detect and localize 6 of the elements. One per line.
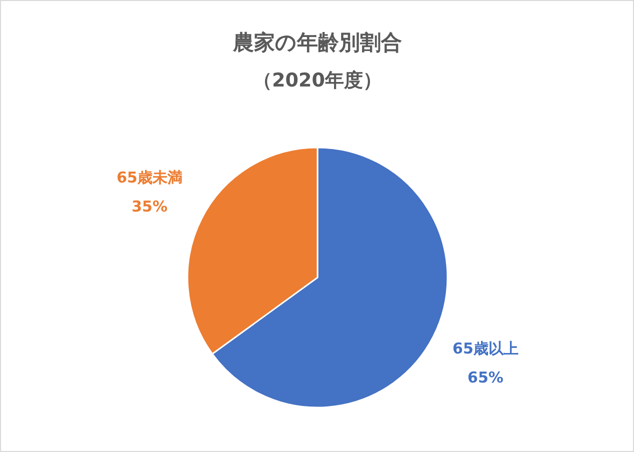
slice-label: 65歳以上 xyxy=(452,340,518,358)
data-label: 65% xyxy=(468,368,504,386)
data-label: 35% xyxy=(132,197,168,216)
chart-subtitle: （2020年度） xyxy=(253,70,382,92)
slice-label: 65歳未満 xyxy=(116,168,182,187)
chart-title: 農家の年齢別割合 xyxy=(232,30,402,54)
